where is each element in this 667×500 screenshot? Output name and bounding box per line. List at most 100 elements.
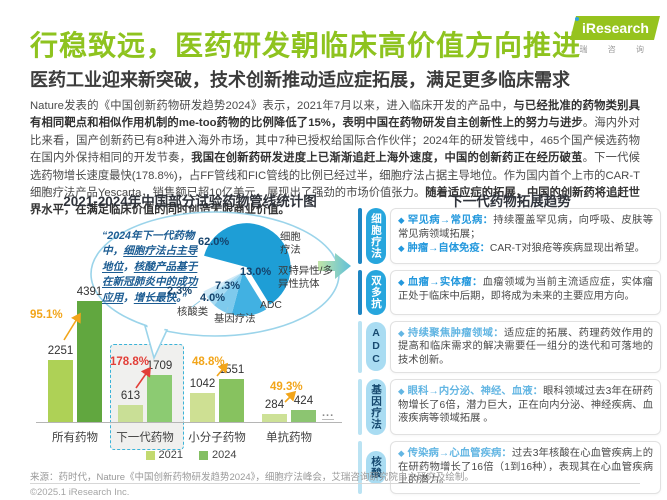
pie-percent-label: 13.0% bbox=[240, 266, 272, 278]
diamond-bullet-icon: ◆ bbox=[398, 277, 405, 287]
section-accent-bar bbox=[358, 208, 362, 264]
section-tab-wrap: 双多抗 bbox=[366, 270, 386, 315]
logo-caption: 瑞 咨 询 bbox=[579, 45, 653, 54]
bullet-text: 过去3年核酸在心血管疾病上的在研药物增长了16倍（1到16种），表现其在心血管疾… bbox=[398, 448, 654, 487]
intro-segment: 我国在创新药研发进度上已渐渐追赶上海外速度，中国的创新药正在经历破茧 bbox=[191, 152, 583, 165]
pie-percent-label: 2.3% bbox=[167, 285, 193, 297]
intro-paragraph: Nature发表的《中国创新药物研发趋势2024》表示，2021年7月以来，进入… bbox=[30, 98, 640, 220]
trend-section-基因疗法: 基因疗法 ◆ 眼科→内分泌、神经、血液：眼科领域过去3年在研药物增长了6倍，潜力巨大… bbox=[358, 379, 661, 436]
diamond-bullet-icon: ◆ bbox=[398, 243, 405, 254]
bullet-lead: 持续聚焦肿瘤领域： bbox=[407, 327, 504, 339]
copyright: ©2025.1 iResearch Inc. bbox=[30, 487, 130, 498]
growth-label-小分子药物: 48.8% bbox=[192, 356, 225, 368]
pie-chart bbox=[203, 223, 291, 316]
page-subtitle: 医药工业迎来新突破，技术创新推动适应症拓展，满足更多临床需求 bbox=[30, 70, 570, 90]
section-tab: ADC bbox=[366, 322, 386, 372]
page-title: 行稳致远，医药研发朝临床高价值方向推进 bbox=[30, 30, 582, 61]
trend-section-ADC: ADC ◆ 持续聚焦肿瘤领域：适应症的拓展、药理药效作用的提高和临床需求的解决需要任… bbox=[358, 320, 661, 374]
logo-banner: iResearch bbox=[570, 16, 660, 40]
pie-slice-核酸类 bbox=[203, 272, 243, 297]
x-axis-line bbox=[36, 422, 342, 423]
section-content: ◆ 持续聚焦肿瘤领域：适应症的拓展、药理药效作用的提高和临床需求的解决需要任一组分… bbox=[390, 320, 661, 374]
bullet: ◆ 罕见病→常见病：持续覆盖罕见病，向呼吸、皮肤等常见病领域拓展； bbox=[398, 214, 653, 241]
diamond-bullet-icon: ◆ bbox=[398, 386, 405, 397]
section-accent-bar bbox=[358, 441, 362, 495]
value-label-2024: 1709 bbox=[146, 360, 173, 372]
legend-label: 2024 bbox=[212, 449, 237, 461]
brand-logo: iResearch 瑞 咨 询 bbox=[565, 16, 661, 60]
pie-slice-细胞疗法 bbox=[204, 223, 291, 305]
legend-label: 2021 bbox=[158, 449, 183, 461]
legend-item: 2024 bbox=[199, 449, 236, 461]
section-tab: 核酸 bbox=[366, 451, 386, 485]
section-tab: 双多抗 bbox=[366, 270, 386, 315]
diamond-bullet-icon: ◆ bbox=[398, 215, 405, 225]
bar-2021-单抗药物 bbox=[262, 414, 287, 422]
trend-section-细胞疗法: 细胞疗法 ◆ 罕见病→常见病：持续覆盖罕见病，向呼吸、皮肤等常见病领域拓展； ◆ 肿瘤→… bbox=[358, 208, 661, 264]
pie-percent-label: 62.0% bbox=[198, 236, 230, 248]
legend-item: 2021 bbox=[145, 449, 183, 461]
value-label-2021: 613 bbox=[120, 390, 141, 402]
bullet-lead: 血瘤→实体瘤： bbox=[407, 277, 483, 288]
quote-segment: 细胞疗法占主导地位 bbox=[102, 245, 198, 273]
section-content: ◆ 眼科→内分泌、神经、血液：眼科领域过去3年在研药物增长了6倍，潜力巨大，正在向… bbox=[390, 379, 661, 436]
bullet-lead: 肿瘤→自体免疫： bbox=[407, 243, 490, 255]
legend-swatch-icon bbox=[199, 450, 208, 460]
section-tab-wrap: 细胞疗法 bbox=[366, 208, 386, 264]
diamond-bullet-icon: ◆ bbox=[398, 448, 405, 459]
divider bbox=[30, 483, 640, 484]
pie-category-label: 双特异性/多异性抗体 bbox=[278, 266, 333, 290]
bar-2021-下一代药物 bbox=[118, 405, 143, 422]
bullet: ◆ 传染病→心血管疾病：过去3年核酸在心血管疾病上的在研药物增长了16倍（1到16… bbox=[398, 447, 653, 488]
logo-dot-icon bbox=[575, 17, 579, 21]
pie-slice-ADC bbox=[213, 272, 243, 315]
pie-category-label: ADC bbox=[260, 300, 282, 311]
source-note: 来源：药时代，Nature《中国创新药物研发趋势2024》，细胞疗法峰会，艾瑞咨… bbox=[30, 472, 474, 483]
bar-chart-canvas: “2024年下一代药物中，细胞疗法占主导地位，核酸产品基于在新冠肺炎中的成功应用… bbox=[30, 208, 352, 468]
bullet-text: CAR-T对狼疮等疾病显现出希望。 bbox=[489, 243, 645, 255]
section-tab-wrap: 基因疗法 bbox=[366, 379, 386, 436]
section-tab: 细胞疗法 bbox=[366, 208, 386, 264]
quote-segment: “2024年下一代药物中， bbox=[102, 230, 195, 258]
bullet-text: 持续覆盖罕见病，向呼吸、皮肤等常见病领域拓展； bbox=[398, 215, 653, 240]
bullet: ◆ 肿瘤→自体免疫：CAR-T对狼疮等疾病显现出希望。 bbox=[398, 242, 653, 256]
diamond-bullet-icon: ◆ bbox=[398, 327, 405, 338]
arrow-right-icon bbox=[318, 253, 351, 279]
section-content: ◆ 血瘤→实体瘤：血瘤领域为当前主流适应症，实体瘤正处于临床中后期，即将成为未来的… bbox=[390, 270, 661, 315]
bullet: ◆ 血瘤→实体瘤：血瘤领域为当前主流适应症，实体瘤正处于临床中后期，即将成为未来的… bbox=[398, 276, 653, 303]
section-tab-wrap: ADC bbox=[366, 321, 386, 374]
quote-segment: 。” bbox=[176, 291, 187, 304]
pie-percent-label: 4.0% bbox=[200, 292, 226, 304]
growth-label-下一代药物: 178.8% bbox=[110, 356, 150, 368]
bullet-text: 适应症的拓展、药理药效作用的提高和临床需求的解决需要任一组分的迭代和可落地的技术… bbox=[398, 327, 653, 366]
axis-label-单抗药物: 单抗药物 bbox=[266, 432, 312, 444]
value-label-2021: 284 bbox=[264, 399, 285, 411]
section-tab: 基因疗法 bbox=[366, 379, 386, 436]
section-accent-bar bbox=[358, 320, 362, 374]
trend-section-核酸: 核酸 ◆ 传染病→心血管疾病：过去3年核酸在心血管疾病上的在研药物增长了16倍（1到… bbox=[358, 441, 661, 495]
bullet-text: 血瘤领域为当前主流适应症，实体瘤正处于临床中后期，即将成为未来的主要应用方向。 bbox=[398, 277, 653, 302]
bubble-quote: “2024年下一代药物中，细胞疗法占主导地位，核酸产品基于在新冠肺炎中的成功应用… bbox=[102, 229, 200, 306]
truncation-indicator: ... bbox=[322, 407, 335, 420]
intro-segment: Nature发表的《中国创新药物研发趋势2024》表示，2021年7月以来，进入… bbox=[30, 100, 514, 112]
section-accent-bar bbox=[358, 270, 362, 315]
value-label-2021: 2251 bbox=[47, 345, 74, 357]
bullet: ◆ 眼科→内分泌、神经、血液：眼科领域过去3年在研药物增长了6倍，潜力巨大，正在向… bbox=[398, 385, 653, 426]
quote-segment: 增长最快 bbox=[133, 291, 177, 304]
bar-2021-小分子药物 bbox=[190, 393, 215, 422]
value-label-2021: 1042 bbox=[189, 378, 216, 390]
section-tab-wrap: 核酸 bbox=[366, 441, 386, 494]
bullet-text: 眼科领域过去3年在研药物增长了6倍，潜力巨大，正在向内分泌、神经疾病、血液疾病等… bbox=[398, 386, 654, 425]
bar-2021-所有药物 bbox=[48, 360, 73, 422]
bar-chart-title: 2021-2024年中国部分试验药物管线统计图 bbox=[63, 194, 317, 209]
pie-category-label: 核酸类 bbox=[177, 307, 209, 318]
right-panel-title: 下一代药物拓展趋势 bbox=[449, 194, 571, 209]
growth-label-单抗药物: 49.3% bbox=[270, 381, 303, 393]
bar-2024-单抗药物 bbox=[291, 410, 316, 422]
bar-2024-下一代药物 bbox=[147, 375, 172, 422]
bullet-lead: 传染病→心血管疾病： bbox=[407, 448, 512, 460]
bar-2024-所有药物 bbox=[77, 301, 102, 422]
pie-category-label: 基因疗法 bbox=[214, 314, 256, 325]
bullet-lead: 眼科→内分泌、神经、血液： bbox=[407, 386, 544, 398]
